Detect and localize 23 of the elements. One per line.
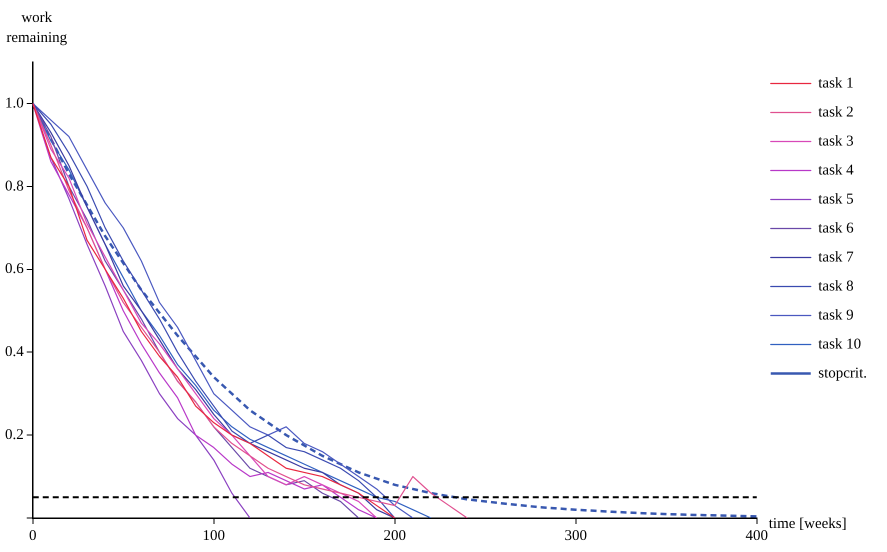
x-tick-label: 200 [384,528,406,544]
legend-label: stopcrit. [818,365,868,382]
legend-label: task 1 [818,75,854,92]
y-tick-label: 0.2 [5,427,24,444]
legend-label: task 6 [818,220,854,236]
x-tick-label: 300 [564,528,588,544]
legend-label: task 9 [818,307,854,324]
y-tick-label: 0.6 [5,261,24,278]
legend-label: task 3 [818,133,854,150]
legend-label: task 7 [818,249,854,266]
y-tick-label: 0.4 [5,344,24,360]
legend-label: task 5 [818,191,854,208]
legend-label: task 4 [818,162,854,178]
x-axis-title: time [weeks] [768,516,847,532]
legend-label: task 2 [818,104,854,120]
legend-label: task 10 [818,336,862,352]
y-axis-title: work remaining [6,10,68,46]
x-tick-label: 0 [29,528,36,544]
y-tick-label: 0.8 [5,178,24,194]
y-tick-label: 1.0 [5,95,24,112]
x-tick-label: 100 [202,528,225,544]
x-tick-label: 400 [746,528,768,544]
legend-label: task 8 [818,278,854,294]
